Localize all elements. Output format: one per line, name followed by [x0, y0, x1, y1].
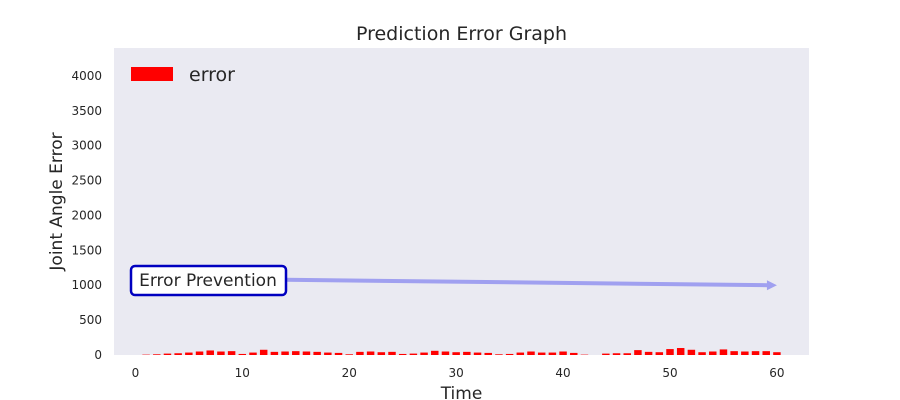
bar — [655, 352, 664, 355]
bar — [217, 351, 225, 355]
bar — [698, 352, 706, 355]
y-tick-label: 3000 — [71, 139, 102, 153]
annotation-arrow-line — [284, 277, 769, 288]
bar — [709, 351, 717, 355]
bar — [334, 352, 343, 355]
bar — [431, 350, 439, 355]
bar — [377, 352, 386, 355]
annotation-box — [129, 264, 288, 297]
bar — [185, 352, 193, 355]
bar — [676, 348, 685, 355]
bar — [687, 349, 696, 355]
annotation-arrow-head — [766, 280, 777, 291]
x-tick-label: 50 — [662, 366, 677, 380]
legend-swatch-error — [131, 67, 173, 81]
bar — [345, 354, 353, 355]
bar — [505, 353, 514, 355]
bar — [741, 351, 749, 355]
y-axis-ticks: 0 500 1000 1500 2000 2500 3000 3500 4000 — [71, 69, 102, 362]
y-tick-label: 4000 — [71, 69, 102, 83]
bar — [313, 351, 321, 355]
bar — [623, 353, 631, 355]
bar — [206, 350, 214, 355]
bar — [356, 351, 364, 355]
chart-title: Prediction Error Graph — [356, 23, 567, 45]
bar — [559, 351, 567, 355]
bar — [195, 351, 204, 355]
x-tick-label: 40 — [555, 366, 570, 380]
bar — [666, 349, 674, 355]
x-tick-label: 0 — [132, 366, 140, 380]
bar — [644, 351, 653, 355]
y-tick-label: 1500 — [71, 243, 102, 257]
y-tick-label: 500 — [79, 313, 102, 327]
bar — [238, 353, 247, 355]
legend-label-error: error — [189, 64, 235, 86]
bar — [366, 351, 375, 355]
x-tick-label: 60 — [769, 366, 784, 380]
annotation-text: Error Prevention — [139, 271, 277, 291]
bar — [249, 352, 257, 355]
bar — [398, 353, 407, 355]
y-axis-title: Joint Angle Error — [47, 132, 67, 271]
bar — [548, 352, 557, 355]
bar — [388, 351, 396, 355]
bar — [612, 353, 621, 355]
plot-area — [114, 48, 809, 355]
y-tick-label: 2500 — [71, 174, 102, 188]
bar — [762, 351, 770, 355]
bar — [163, 353, 172, 355]
x-axis-ticks: 0 10 20 30 40 50 60 — [132, 366, 785, 380]
bars-group — [142, 348, 781, 355]
bar — [153, 354, 161, 355]
bar — [570, 352, 578, 355]
x-axis-title: Time — [440, 384, 483, 400]
bar — [174, 353, 182, 355]
bar — [537, 352, 546, 355]
x-tick-label: 10 — [235, 366, 250, 380]
bar — [602, 353, 610, 355]
bar — [719, 349, 728, 355]
bar — [281, 351, 289, 355]
x-tick-label: 30 — [449, 366, 464, 380]
bar — [484, 352, 492, 355]
bar — [324, 352, 332, 355]
bar — [751, 351, 760, 355]
bar — [516, 352, 525, 355]
bar — [409, 353, 418, 355]
bar — [634, 350, 642, 355]
bar — [473, 352, 482, 355]
y-tick-label: 0 — [94, 348, 102, 362]
x-tick-label: 20 — [342, 366, 357, 380]
bar — [495, 354, 503, 355]
y-tick-label: 2000 — [71, 208, 102, 222]
bar — [302, 351, 311, 355]
legend: error — [131, 64, 235, 86]
y-tick-label: 1000 — [71, 278, 102, 292]
bar — [773, 352, 781, 355]
bar — [270, 351, 279, 355]
bar — [452, 352, 460, 355]
bar — [292, 351, 300, 355]
bar — [420, 352, 428, 355]
bar — [463, 351, 471, 355]
bar — [259, 349, 268, 355]
bar — [441, 351, 450, 355]
y-tick-label: 3500 — [71, 104, 102, 118]
bar — [227, 351, 236, 355]
bar — [527, 351, 535, 355]
annotation: Error Prevention — [129, 264, 777, 297]
bar — [730, 351, 738, 355]
